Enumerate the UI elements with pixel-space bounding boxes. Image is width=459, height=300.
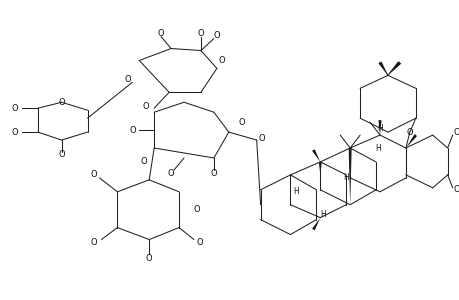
Text: O: O [124, 75, 131, 84]
Text: O: O [238, 118, 245, 127]
Text: O: O [258, 134, 265, 142]
Text: H: H [342, 173, 348, 182]
Text: O: O [58, 98, 65, 107]
Polygon shape [311, 149, 319, 162]
Text: O: O [168, 169, 174, 178]
Text: O: O [91, 238, 97, 247]
Text: O: O [140, 158, 147, 166]
Text: H: H [376, 124, 382, 133]
Polygon shape [318, 162, 321, 175]
Text: H: H [320, 210, 325, 219]
Polygon shape [311, 218, 319, 230]
Text: O: O [146, 254, 152, 263]
Text: O: O [213, 31, 220, 40]
Polygon shape [378, 120, 381, 135]
Polygon shape [405, 134, 416, 148]
Text: O: O [157, 29, 164, 38]
Text: O: O [196, 238, 203, 247]
Polygon shape [387, 61, 400, 75]
Text: O: O [453, 128, 459, 136]
Text: O: O [197, 29, 204, 38]
Text: O: O [406, 128, 412, 136]
Text: O: O [142, 102, 149, 111]
Text: O: O [194, 205, 200, 214]
Text: H: H [293, 187, 298, 196]
Text: O: O [453, 185, 459, 194]
Text: O: O [58, 151, 65, 160]
Polygon shape [348, 148, 351, 205]
Text: H: H [375, 143, 380, 152]
Text: O: O [11, 104, 18, 113]
Text: O: O [210, 169, 217, 178]
Text: O: O [129, 126, 136, 135]
Text: O: O [11, 128, 18, 136]
Polygon shape [378, 61, 387, 75]
Text: O: O [91, 170, 97, 179]
Text: O: O [218, 56, 225, 65]
